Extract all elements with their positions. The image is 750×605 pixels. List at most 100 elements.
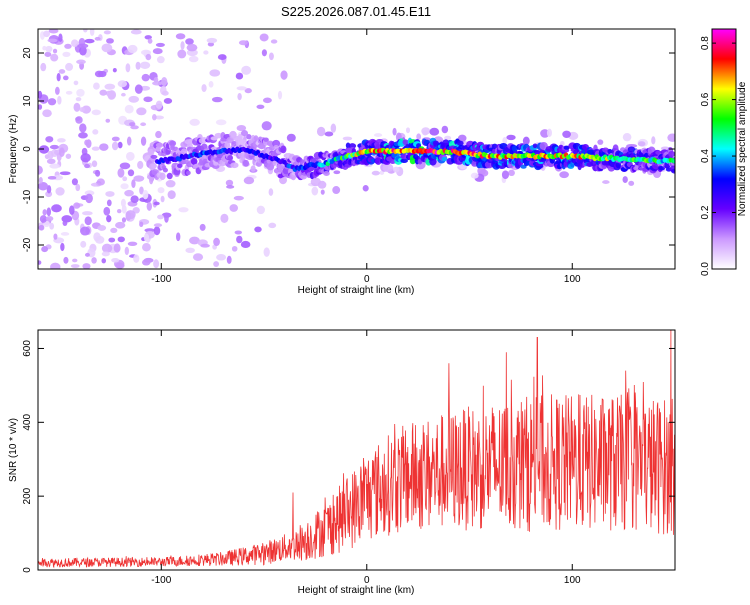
heatmap-cell bbox=[342, 136, 353, 141]
heatmap-cell bbox=[48, 29, 59, 34]
heatmap-cell bbox=[80, 153, 91, 163]
heatmap-cell bbox=[213, 237, 220, 247]
heatmap-cell bbox=[668, 150, 675, 158]
heatmap-cell bbox=[71, 178, 78, 186]
heatmap-y-tick-label: 10 bbox=[22, 95, 33, 107]
heatmap-cell bbox=[658, 166, 666, 171]
heatmap-cell bbox=[50, 53, 59, 62]
heatmap-cell bbox=[94, 70, 104, 78]
heatmap-cell bbox=[416, 133, 422, 141]
heatmap-cell bbox=[94, 36, 101, 41]
heatmap-cell bbox=[101, 251, 110, 257]
heatmap-cell bbox=[655, 150, 663, 155]
snr-xlabel: Height of straight line (km) bbox=[298, 585, 415, 596]
heatmap-cell bbox=[243, 176, 255, 185]
heatmap-cell bbox=[125, 151, 135, 161]
heatmap-cell bbox=[323, 171, 330, 177]
heatmap-cell bbox=[89, 29, 95, 36]
heatmap-cell bbox=[186, 43, 198, 52]
heatmap-cell bbox=[139, 221, 144, 227]
heatmap-cell bbox=[226, 185, 235, 189]
heatmap-cell bbox=[130, 195, 139, 204]
heatmap-x-ticks: -100 0 100 bbox=[151, 29, 581, 285]
heatmap-cell bbox=[180, 41, 185, 50]
snr-x-tick-label: -100 bbox=[151, 575, 171, 586]
heatmap-cell bbox=[145, 53, 152, 61]
heatmap-cell bbox=[139, 61, 151, 69]
heatmap-cell bbox=[539, 141, 548, 150]
heatmap-cell bbox=[40, 62, 47, 72]
heatmap-cell bbox=[268, 52, 274, 61]
heatmap-cell bbox=[229, 204, 239, 212]
heatmap-cell bbox=[115, 262, 125, 269]
heatmap-cell bbox=[262, 97, 272, 104]
heatmap-cell bbox=[126, 136, 132, 146]
heatmap-cell bbox=[244, 88, 252, 94]
heatmap-cell bbox=[152, 114, 157, 121]
heatmap-cell bbox=[127, 44, 138, 54]
heatmap-cell bbox=[172, 146, 179, 152]
heatmap-cell bbox=[169, 140, 177, 147]
heatmap-cell bbox=[76, 88, 85, 97]
heatmap-cell bbox=[177, 49, 187, 59]
heatmap-cell bbox=[42, 209, 47, 216]
heatmap-cell bbox=[119, 162, 131, 170]
heatmap-cell bbox=[69, 205, 75, 215]
heatmap-cell bbox=[150, 163, 157, 169]
heatmap-cell bbox=[92, 129, 99, 135]
heatmap-cell bbox=[324, 131, 334, 137]
heatmap-cell bbox=[389, 158, 397, 164]
heatmap-cell bbox=[99, 143, 109, 151]
heatmap-cell bbox=[111, 136, 120, 142]
heatmap-cell bbox=[65, 153, 72, 159]
heatmap-cell bbox=[213, 261, 220, 267]
heatmap-cell bbox=[58, 33, 63, 42]
heatmap-cell bbox=[280, 70, 288, 80]
heatmap-cell bbox=[117, 168, 125, 178]
heatmap-cell bbox=[520, 164, 527, 169]
heatmap-cell bbox=[137, 160, 144, 170]
snr-x-ticks: -100 0 100 bbox=[151, 330, 581, 586]
heatmap-cell bbox=[559, 171, 569, 179]
heatmap-cell bbox=[286, 133, 296, 142]
heatmap-cell bbox=[101, 258, 107, 264]
heatmap-cell bbox=[47, 38, 58, 43]
heatmap-marks bbox=[38, 29, 675, 269]
heatmap-cell bbox=[441, 125, 449, 134]
heatmap-cell bbox=[140, 136, 147, 146]
heatmap-cell bbox=[51, 204, 62, 213]
heatmap-cell bbox=[79, 107, 85, 113]
heatmap-cell bbox=[268, 222, 277, 229]
heatmap-cell bbox=[188, 55, 199, 63]
heatmap-cell bbox=[43, 30, 51, 38]
heatmap-cell bbox=[130, 29, 142, 35]
heatmap-cell bbox=[237, 92, 242, 101]
heatmap-cell bbox=[311, 186, 319, 196]
heatmap-cell bbox=[185, 38, 194, 45]
heatmap-cell bbox=[129, 122, 136, 127]
heatmap-cell bbox=[42, 45, 47, 51]
heatmap-cell bbox=[110, 227, 118, 234]
heatmap-cell bbox=[91, 257, 97, 264]
heatmap-cell bbox=[671, 168, 675, 174]
heatmap-cell bbox=[189, 236, 200, 245]
heatmap-cell bbox=[161, 77, 168, 87]
heatmap-cell bbox=[124, 104, 134, 114]
heatmap-cell bbox=[55, 86, 60, 95]
heatmap-cell bbox=[116, 208, 122, 214]
heatmap-cell bbox=[230, 162, 239, 169]
heatmap-cell bbox=[405, 127, 411, 134]
heatmap-cell bbox=[153, 223, 163, 228]
heatmap-cell bbox=[113, 243, 121, 253]
heatmap-cell bbox=[135, 61, 141, 70]
heatmap-cell bbox=[38, 90, 43, 99]
heatmap-cell bbox=[261, 121, 272, 131]
heatmap-cell bbox=[160, 195, 165, 203]
heatmap-cell bbox=[136, 107, 147, 116]
heatmap-cell bbox=[268, 188, 274, 196]
heatmap-cell bbox=[256, 205, 265, 215]
heatmap-cell bbox=[133, 175, 145, 182]
heatmap-ridge-cell bbox=[672, 158, 675, 164]
heatmap-cell bbox=[73, 80, 79, 86]
heatmap-cell bbox=[38, 165, 43, 175]
